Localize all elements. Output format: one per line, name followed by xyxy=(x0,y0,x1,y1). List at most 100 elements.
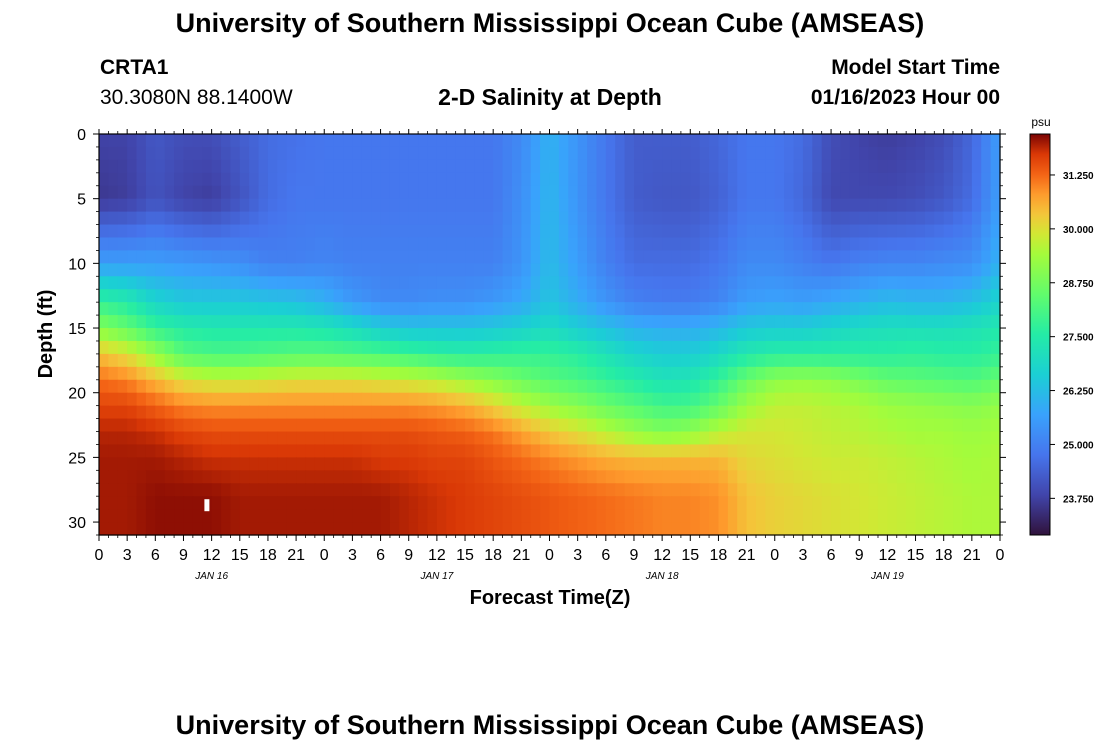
heatmap-cell xyxy=(399,405,410,420)
heatmap-cell xyxy=(906,340,917,355)
heatmap-cell xyxy=(831,444,842,458)
heatmap-cell xyxy=(202,172,213,187)
heatmap-cell xyxy=(286,340,297,355)
heatmap-cell xyxy=(943,379,954,394)
heatmap-cell xyxy=(577,444,588,458)
heatmap-cell xyxy=(690,328,701,342)
heatmap-cell xyxy=(596,276,607,290)
heatmap-cell xyxy=(333,444,344,458)
heatmap-cell xyxy=(408,237,419,252)
heatmap-cell xyxy=(427,353,438,368)
heatmap-cell xyxy=(389,159,400,174)
heatmap-cell xyxy=(934,379,945,394)
heatmap-cell xyxy=(333,211,344,226)
heatmap-cell xyxy=(164,185,175,200)
heatmap-cell xyxy=(380,159,391,174)
heatmap-cell xyxy=(418,211,429,226)
heatmap-cell xyxy=(924,250,935,264)
heatmap-cell xyxy=(277,263,288,277)
heatmap-cell xyxy=(211,250,222,264)
heatmap-cell xyxy=(333,146,344,161)
heatmap-cell xyxy=(765,315,776,329)
heatmap-cell xyxy=(755,185,766,200)
heatmap-cell xyxy=(812,146,823,161)
heatmap-cell xyxy=(671,444,682,458)
y-tick-label: 20 xyxy=(68,386,86,403)
heatmap-cell xyxy=(352,237,363,252)
heatmap-cell xyxy=(258,366,269,381)
heatmap-cell xyxy=(361,470,372,484)
heatmap-cell xyxy=(239,276,250,290)
heatmap-cell xyxy=(896,496,907,510)
heatmap-cell xyxy=(277,237,288,252)
heatmap-cell xyxy=(174,211,185,226)
heatmap-cell xyxy=(906,366,917,381)
heatmap-cell xyxy=(408,483,419,497)
heatmap-cell xyxy=(549,392,560,407)
heatmap-cell xyxy=(802,405,813,420)
heatmap-cell xyxy=(643,224,654,239)
heatmap-cell xyxy=(746,483,757,497)
x-tick-label: 21 xyxy=(512,547,530,564)
heatmap-cell xyxy=(793,224,804,239)
heatmap-cell xyxy=(690,392,701,407)
heatmap-cell xyxy=(877,509,888,523)
heatmap-cell xyxy=(258,289,269,303)
x-tick-label: 9 xyxy=(404,547,413,564)
heatmap-cell xyxy=(389,431,400,446)
heatmap-cell xyxy=(155,392,166,407)
heatmap-cell xyxy=(249,444,260,458)
heatmap-cell xyxy=(540,146,551,161)
heatmap-cell xyxy=(624,392,635,407)
heatmap-cell xyxy=(99,224,109,239)
heatmap-cell xyxy=(455,496,466,510)
heatmap-cell xyxy=(709,353,720,368)
heatmap-cell xyxy=(793,340,804,355)
heatmap-cell xyxy=(239,159,250,174)
heatmap-cell xyxy=(324,353,335,368)
heatmap-cell xyxy=(877,250,888,264)
heatmap-cell xyxy=(192,353,203,368)
heatmap-cell xyxy=(230,289,241,303)
heatmap-cell xyxy=(849,522,860,536)
heatmap-cell xyxy=(915,457,926,471)
heatmap-cell xyxy=(136,379,147,394)
heatmap-cell xyxy=(746,522,757,536)
heatmap-cell xyxy=(474,198,485,213)
heatmap-cell xyxy=(643,289,654,303)
heatmap-cell xyxy=(474,289,485,303)
heatmap-cell xyxy=(221,405,231,420)
heatmap-cell xyxy=(117,379,128,394)
heatmap-cell xyxy=(455,470,466,484)
heatmap-cell xyxy=(521,276,532,290)
heatmap-cell xyxy=(446,159,457,174)
heatmap-cell xyxy=(521,353,532,368)
heatmap-cell xyxy=(755,224,766,239)
heatmap-cell xyxy=(877,392,888,407)
heatmap-cell xyxy=(99,457,109,471)
heatmap-cell xyxy=(446,392,457,407)
x-tick-label: 15 xyxy=(456,547,474,564)
heatmap-cell xyxy=(117,134,128,148)
heatmap-cell xyxy=(474,392,485,407)
heatmap-cell xyxy=(174,289,185,303)
heatmap-cell xyxy=(343,405,354,420)
heatmap-cell xyxy=(755,146,766,161)
heatmap-cell xyxy=(99,172,109,187)
heatmap-cell xyxy=(784,444,795,458)
heatmap-cell xyxy=(793,250,804,264)
heatmap-cell xyxy=(718,198,729,213)
heatmap-cell xyxy=(483,509,494,523)
heatmap-cell xyxy=(990,353,1001,368)
heatmap-cell xyxy=(680,470,691,484)
heatmap-cell xyxy=(840,224,851,239)
heatmap-cell xyxy=(108,146,119,161)
heatmap-cell xyxy=(249,198,260,213)
heatmap-cell xyxy=(971,392,982,407)
heatmap-cell xyxy=(558,340,569,355)
heatmap-cell xyxy=(868,263,879,277)
heatmap-cell xyxy=(577,392,588,407)
heatmap-cell xyxy=(943,457,954,471)
heatmap-cell xyxy=(859,159,870,174)
heatmap-cell xyxy=(709,483,720,497)
